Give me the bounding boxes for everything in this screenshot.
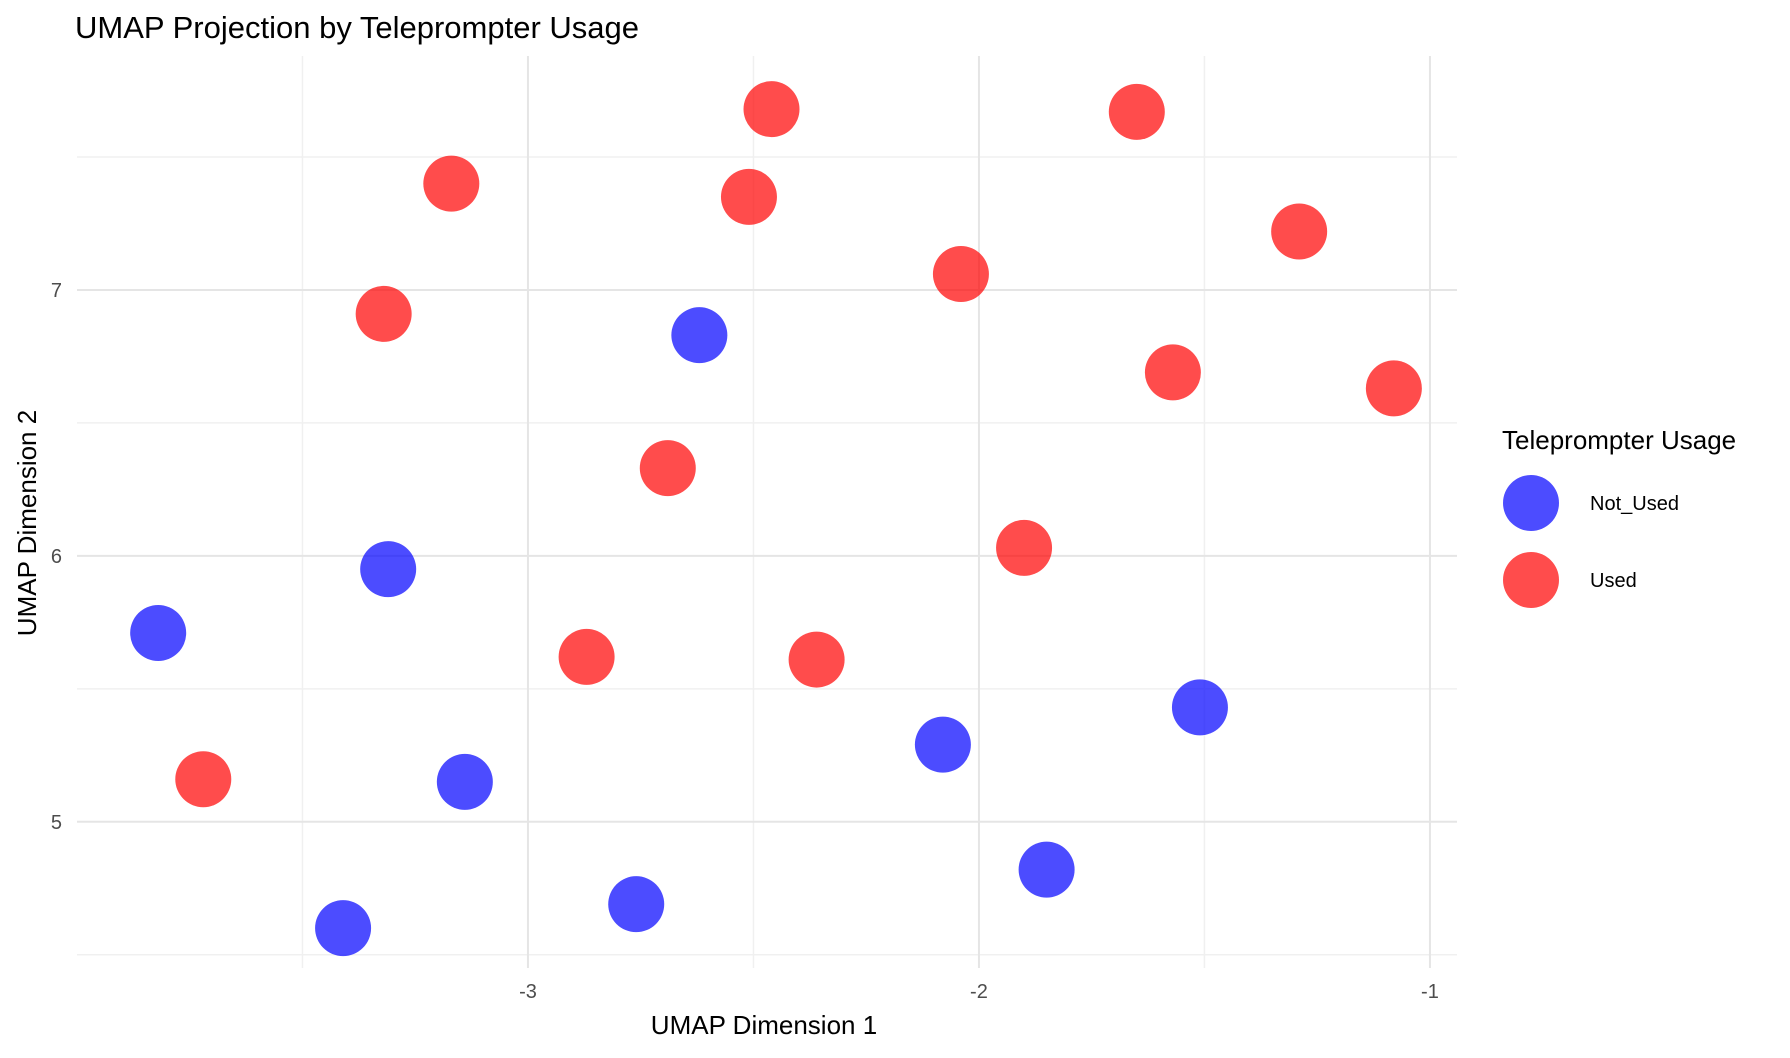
- data-point-used: [355, 285, 412, 342]
- data-point-used: [639, 440, 696, 497]
- data-point-used: [175, 751, 232, 808]
- x-tick-label: -1: [1421, 981, 1439, 1003]
- data-points: [130, 81, 1422, 957]
- y-tick-label: 7: [51, 280, 62, 302]
- legend-title: Teleprompter Usage: [1502, 425, 1736, 455]
- data-point-used: [743, 81, 800, 138]
- x-axis-title: UMAP Dimension 1: [651, 1010, 877, 1040]
- data-point-used: [932, 246, 989, 303]
- data-point-not-used: [360, 541, 417, 598]
- data-point-used: [558, 628, 615, 685]
- grid: [77, 56, 1457, 968]
- legend-label: Used: [1590, 570, 1637, 592]
- data-point-used: [1144, 344, 1201, 401]
- x-tick-label: -3: [519, 981, 537, 1003]
- x-tick-label: -2: [970, 981, 988, 1003]
- data-point-used: [423, 155, 480, 212]
- chart-title: UMAP Projection by Teleprompter Usage: [75, 10, 639, 45]
- data-point-not-used: [914, 716, 971, 773]
- data-point-not-used: [1171, 679, 1228, 736]
- data-point-used: [720, 168, 777, 225]
- data-point-not-used: [130, 604, 187, 661]
- y-axis-title: UMAP Dimension 2: [12, 410, 42, 636]
- data-point-not-used: [436, 753, 493, 810]
- data-point-used: [1365, 360, 1422, 417]
- legend-label: Not_Used: [1590, 493, 1679, 515]
- data-point-not-used: [671, 307, 728, 364]
- data-point-used: [788, 631, 845, 688]
- data-point-used: [1271, 203, 1328, 260]
- data-point-not-used: [608, 876, 665, 933]
- legend: Teleprompter Usage Not_Used Used: [1502, 425, 1736, 608]
- legend-key-used: [1503, 552, 1559, 608]
- y-tick-label: 5: [51, 812, 62, 834]
- data-point-not-used: [315, 900, 372, 957]
- data-point-not-used: [1018, 841, 1075, 898]
- data-point-used: [1108, 83, 1165, 140]
- axis-ticks: -3 -2 -1 5 6 7: [51, 280, 1439, 1003]
- legend-key-not-used: [1503, 475, 1559, 531]
- data-point-used: [996, 519, 1053, 576]
- y-tick-label: 6: [51, 546, 62, 568]
